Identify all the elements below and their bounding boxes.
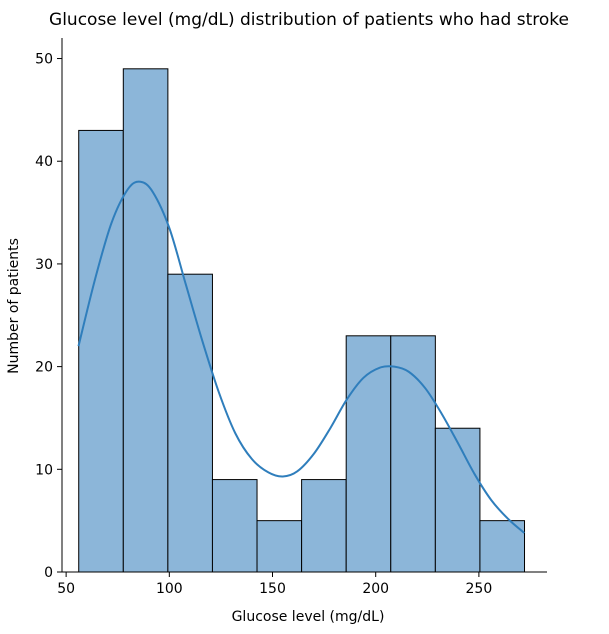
y-axis-label: Number of patients — [6, 238, 22, 374]
x-tick-label: 250 — [466, 581, 493, 597]
histogram-bar-4 — [211, 479, 258, 573]
x-tick-label: 50 — [57, 581, 75, 597]
chart-title: Glucose level (mg/dL) distribution of pa… — [49, 10, 569, 30]
x-tick-label: 150 — [259, 581, 286, 597]
histogram-bar-5 — [256, 520, 303, 573]
histogram-bar-6 — [301, 479, 347, 573]
histogram-bar-1 — [78, 129, 124, 573]
histogram-bar-10 — [479, 520, 526, 573]
y-tick-label: 40 — [35, 154, 53, 170]
histogram-bar-7 — [345, 335, 392, 573]
histogram-bar-8 — [390, 335, 436, 573]
kde-curve — [77, 180, 525, 534]
x-axis-label: Glucose level (mg/dL) — [232, 609, 385, 625]
x-tick-label: 100 — [156, 581, 183, 597]
histogram-bar-2 — [122, 68, 169, 573]
y-tick-label: 10 — [35, 462, 53, 478]
y-tick-label: 0 — [44, 565, 53, 581]
histogram-bars — [78, 68, 526, 573]
y-tick-label: 50 — [35, 52, 53, 68]
axes: 50 100 150 200 250 0 10 20 30 40 50 — [35, 38, 547, 597]
x-tick-label: 200 — [362, 581, 389, 597]
histogram-bar-3 — [167, 273, 213, 573]
histogram-bar-9 — [434, 427, 481, 573]
y-tick-label: 20 — [35, 360, 53, 376]
y-tick-label: 30 — [35, 257, 53, 273]
